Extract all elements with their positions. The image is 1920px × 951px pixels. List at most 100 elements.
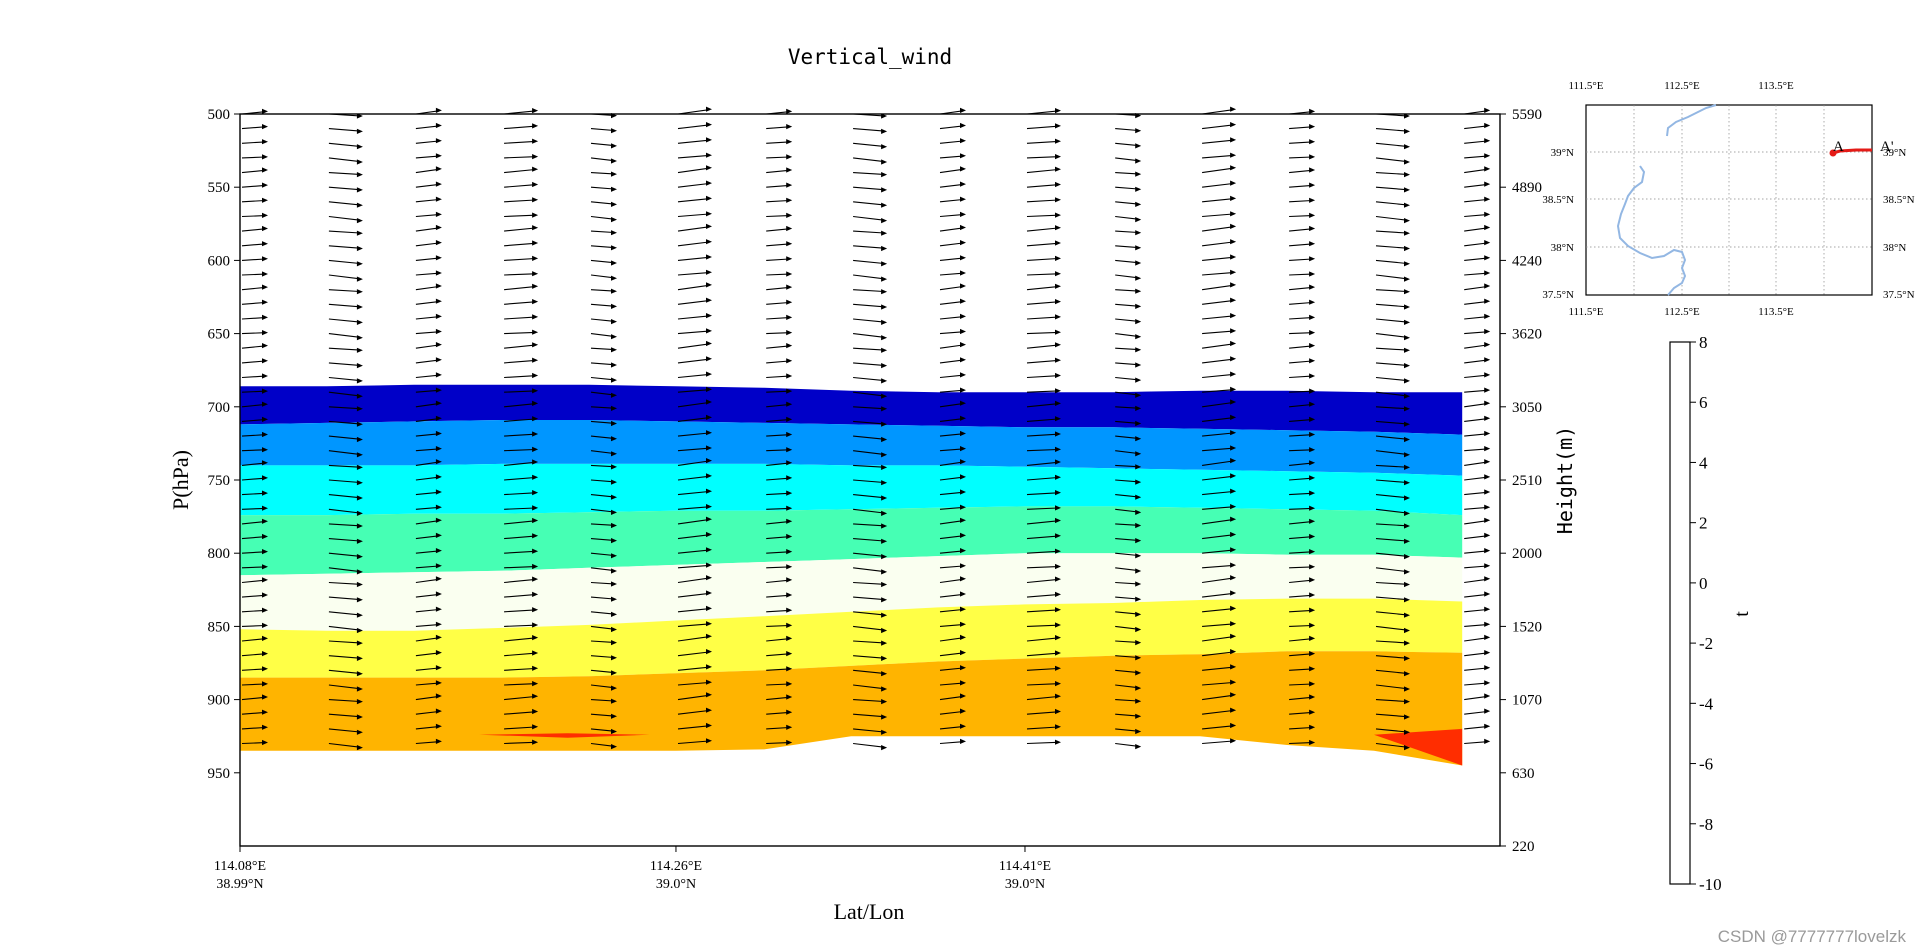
wind-arrow-head bbox=[1230, 621, 1237, 627]
wind-arrow bbox=[1202, 562, 1237, 569]
wind-arrow-head bbox=[262, 549, 268, 555]
wind-arrow-head bbox=[881, 714, 888, 720]
wind-arrow-shaft bbox=[1115, 142, 1139, 147]
wind-arrow-shaft bbox=[1289, 156, 1313, 159]
wind-arrow-shaft bbox=[939, 301, 964, 305]
wind-arrow-head bbox=[1484, 224, 1491, 231]
wind-arrow-head bbox=[1135, 464, 1142, 470]
wind-arrow-head bbox=[435, 107, 442, 113]
wind-arrow bbox=[1202, 239, 1237, 247]
wind-arrow-shaft bbox=[1464, 140, 1488, 144]
wind-arrow-head bbox=[356, 172, 363, 178]
wind-arrow-head bbox=[532, 563, 539, 570]
wind-arrow-shaft bbox=[415, 198, 439, 203]
wind-arrow bbox=[766, 635, 793, 642]
wind-arrow-shaft bbox=[1202, 564, 1234, 569]
wind-arrow-shaft bbox=[1202, 636, 1234, 642]
wind-arrow-shaft bbox=[1289, 624, 1313, 627]
wind-arrow bbox=[766, 518, 793, 525]
wind-arrow-head bbox=[1309, 549, 1316, 555]
wind-arrow bbox=[766, 533, 793, 540]
wind-arrow-shaft bbox=[504, 257, 536, 261]
wind-arrow-head bbox=[435, 415, 442, 421]
wind-arrow-head bbox=[786, 490, 793, 496]
wind-arrow-head bbox=[960, 240, 966, 246]
wind-arrow bbox=[241, 651, 268, 657]
wind-arrow-head bbox=[1230, 269, 1237, 275]
wind-arrow-shaft bbox=[1026, 624, 1059, 627]
wind-arrow bbox=[1026, 271, 1061, 277]
wind-arrow-shaft bbox=[590, 538, 615, 541]
wind-arrow-shaft bbox=[853, 669, 885, 674]
wind-arrow-head bbox=[1055, 372, 1061, 379]
wind-arrow-head bbox=[786, 358, 793, 364]
wind-arrow-shaft bbox=[1464, 344, 1488, 349]
wind-arrow-head bbox=[1309, 577, 1316, 583]
wind-arrow-shaft bbox=[328, 713, 360, 718]
wind-arrow-shaft bbox=[590, 391, 615, 396]
wind-arrow-shaft bbox=[241, 141, 266, 144]
wind-arrow-shaft bbox=[415, 285, 439, 291]
wind-arrow-head bbox=[1055, 622, 1061, 628]
wind-arrow-head bbox=[1135, 538, 1142, 544]
wind-arrow-shaft bbox=[1375, 391, 1408, 397]
wind-arrow-shaft bbox=[1026, 507, 1059, 510]
wind-arrow bbox=[766, 108, 793, 115]
wind-arrow-head bbox=[356, 554, 363, 560]
wind-arrow-head bbox=[1230, 738, 1237, 744]
wind-arrow-shaft bbox=[328, 142, 360, 147]
wind-arrow-shaft bbox=[939, 227, 964, 232]
wind-arrow bbox=[415, 415, 442, 422]
wind-arrow-shaft bbox=[766, 126, 790, 130]
wind-arrow bbox=[241, 607, 268, 613]
wind-arrow bbox=[1026, 576, 1061, 584]
wind-arrow-shaft bbox=[504, 375, 536, 379]
wind-arrow-shaft bbox=[1375, 274, 1408, 280]
wind-arrow bbox=[1464, 298, 1491, 305]
wind-arrow-head bbox=[960, 606, 966, 612]
wind-arrow-shaft bbox=[415, 344, 439, 349]
wind-arrow-head bbox=[1404, 538, 1410, 544]
wind-arrow bbox=[1115, 494, 1142, 500]
wind-arrow bbox=[328, 596, 363, 603]
wind-arrow bbox=[853, 230, 888, 236]
wind-arrow bbox=[328, 494, 363, 501]
wind-arrow bbox=[590, 171, 617, 177]
wind-arrow-head bbox=[1055, 724, 1061, 730]
wind-arrow-shaft bbox=[1026, 535, 1059, 540]
wind-arrow-head bbox=[611, 158, 617, 164]
wind-arrow-head bbox=[1404, 319, 1410, 325]
wind-arrow-shaft bbox=[677, 725, 710, 730]
wind-arrow-shaft bbox=[677, 417, 710, 422]
wind-arrow-head bbox=[1230, 445, 1237, 451]
wind-arrow-shaft bbox=[1464, 520, 1488, 525]
wind-arrow-shaft bbox=[766, 243, 790, 247]
y-tick-label: 850 bbox=[208, 619, 231, 635]
wind-arrow bbox=[1289, 694, 1316, 701]
wind-arrow-head bbox=[262, 256, 268, 262]
wind-arrow bbox=[677, 562, 712, 569]
wind-arrow-head bbox=[1309, 666, 1316, 672]
wind-arrow bbox=[677, 282, 712, 291]
wind-arrow bbox=[1464, 342, 1491, 349]
wind-arrow-shaft bbox=[1026, 461, 1059, 466]
wind-arrow-head bbox=[960, 650, 966, 656]
wind-arrow-head bbox=[706, 282, 712, 288]
wind-arrow-shaft bbox=[853, 464, 885, 468]
wind-arrow-shaft bbox=[1202, 725, 1234, 730]
wind-arrow-shaft bbox=[1375, 318, 1408, 323]
wind-arrow bbox=[1202, 313, 1237, 320]
wind-arrow bbox=[1202, 605, 1237, 613]
wind-arrow-head bbox=[881, 640, 888, 646]
wind-arrow-shaft bbox=[1464, 667, 1488, 671]
wind-arrow-shaft bbox=[415, 652, 439, 657]
wind-arrow-head bbox=[881, 319, 888, 325]
wind-arrow bbox=[1289, 416, 1316, 422]
wind-arrow-shaft bbox=[1026, 286, 1059, 291]
wind-arrow bbox=[1026, 388, 1061, 394]
wind-arrow-shaft bbox=[939, 491, 964, 496]
wind-arrow bbox=[1464, 738, 1491, 745]
wind-arrow bbox=[1375, 274, 1410, 282]
wind-arrow bbox=[504, 314, 539, 320]
wind-arrow bbox=[415, 122, 442, 130]
